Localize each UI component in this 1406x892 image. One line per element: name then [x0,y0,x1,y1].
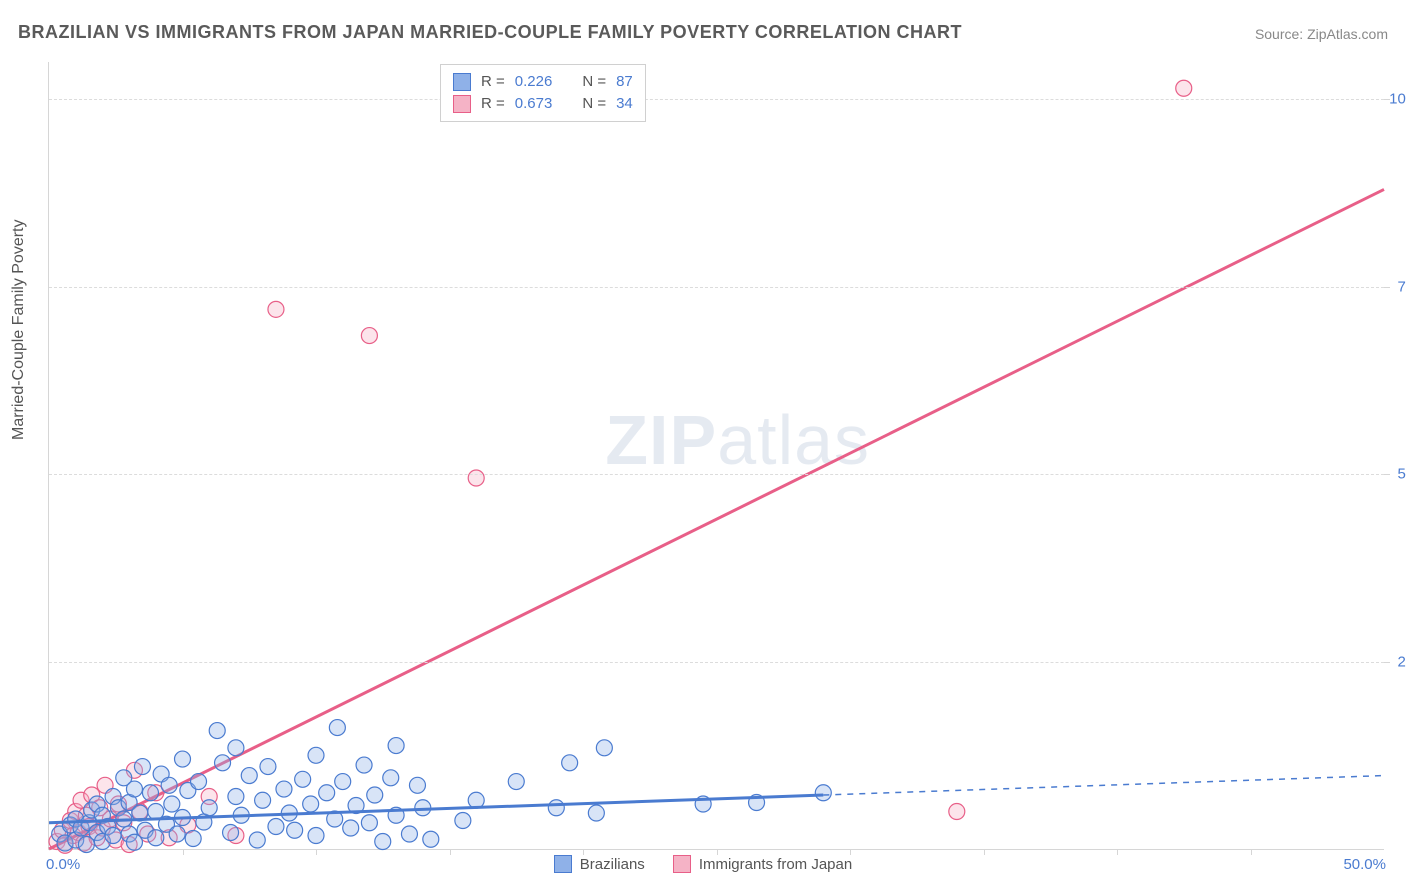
y-tick-label: 25.0% [1397,653,1406,670]
n-value-japan: 34 [616,93,633,115]
data-point [223,825,239,841]
data-point [268,819,284,835]
data-point [383,770,399,786]
r-label: R = [481,93,505,115]
regression-line [49,189,1384,849]
legend-swatch-brazilians-b [554,855,572,873]
data-point [588,805,604,821]
source-label: Source: ZipAtlas.com [1255,26,1388,42]
data-point [161,777,177,793]
data-point [175,751,191,767]
legend-swatch-brazilians [453,73,471,91]
data-point [164,796,180,812]
data-point [148,804,164,820]
y-tick-mark [1384,662,1390,663]
data-point [596,740,612,756]
legend-label-japan: Immigrants from Japan [699,856,852,873]
scatter-svg [49,62,1384,849]
data-point [276,781,292,797]
data-point [303,796,319,812]
data-point [308,747,324,763]
data-point [455,813,471,829]
data-point [367,787,383,803]
data-point [319,785,335,801]
data-point [468,470,484,486]
legend-stats-row-japan: R = 0.673 N = 34 [453,93,633,115]
data-point [308,828,324,844]
chart-container: BRAZILIAN VS IMMIGRANTS FROM JAPAN MARRI… [0,0,1406,892]
y-tick-mark [1384,474,1390,475]
y-tick-label: 75.0% [1397,278,1406,295]
data-point [287,822,303,838]
data-point [343,820,359,836]
data-point [126,781,142,797]
data-point [260,759,276,775]
legend-swatch-japan-b [673,855,691,873]
y-tick-mark [1384,99,1390,100]
data-point [241,768,257,784]
data-point [134,759,150,775]
r-value-brazilians: 0.226 [515,71,553,93]
legend-item-japan: Immigrants from Japan [673,855,852,873]
gridline [49,474,1384,475]
data-point [105,828,121,844]
n-label: N = [582,71,606,93]
r-label: R = [481,71,505,93]
data-point [295,771,311,787]
gridline [49,99,1384,100]
gridline [49,287,1384,288]
chart-title: BRAZILIAN VS IMMIGRANTS FROM JAPAN MARRI… [18,22,962,43]
data-point [548,800,564,816]
data-point [215,755,231,771]
data-point [423,831,439,847]
data-point [201,800,217,816]
data-point [209,723,225,739]
legend-item-brazilians: Brazilians [554,855,645,873]
data-point [388,738,404,754]
n-value-brazilians: 87 [616,71,633,93]
data-point [268,301,284,317]
data-point [508,774,524,790]
data-point [249,832,265,848]
y-tick-mark [1384,287,1390,288]
data-point [228,740,244,756]
data-point [361,815,377,831]
data-point [401,826,417,842]
plot-area: ZIPatlas 25.0%50.0%75.0%100.0% [48,62,1384,850]
legend-label-brazilians: Brazilians [580,856,645,873]
data-point [815,785,831,801]
regression-line [823,776,1384,795]
data-point [356,757,372,773]
data-point [329,720,345,736]
data-point [228,789,244,805]
data-point [142,785,158,801]
legend-series: Brazilians Immigrants from Japan [0,855,1406,873]
data-point [361,328,377,344]
data-point [562,755,578,771]
data-point [169,826,185,842]
data-point [409,777,425,793]
data-point [148,830,164,846]
y-tick-label: 100.0% [1389,91,1406,108]
y-tick-label: 50.0% [1397,466,1406,483]
data-point [1176,80,1192,96]
legend-swatch-japan [453,95,471,113]
legend-stats-row-brazilians: R = 0.226 N = 87 [453,71,633,93]
legend-stats: R = 0.226 N = 87 R = 0.673 N = 34 [440,64,646,122]
y-axis-label: Married-Couple Family Poverty [10,219,28,440]
n-label: N = [582,93,606,115]
gridline [49,662,1384,663]
data-point [185,831,201,847]
data-point [191,774,207,790]
data-point [949,804,965,820]
data-point [255,792,271,808]
r-value-japan: 0.673 [515,93,553,115]
data-point [375,834,391,850]
data-point [335,774,351,790]
